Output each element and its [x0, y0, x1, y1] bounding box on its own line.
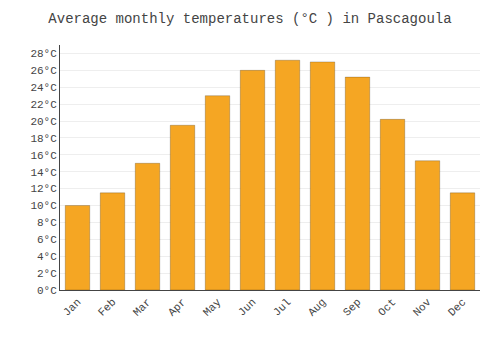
svg-text:26°C: 26°C	[30, 65, 57, 77]
svg-text:14°C: 14°C	[30, 167, 57, 179]
svg-text:Mar: Mar	[131, 296, 153, 318]
svg-text:Jan: Jan	[61, 296, 83, 318]
svg-text:28°C: 28°C	[30, 48, 57, 60]
svg-text:Oct: Oct	[376, 296, 398, 318]
svg-text:16°C: 16°C	[30, 150, 57, 162]
svg-text:2°C: 2°C	[37, 268, 57, 280]
svg-text:Apr: Apr	[166, 296, 188, 318]
svg-text:22°C: 22°C	[30, 99, 57, 111]
svg-text:Dec: Dec	[446, 296, 468, 318]
svg-text:20°C: 20°C	[30, 116, 57, 128]
svg-text:8°C: 8°C	[37, 217, 57, 229]
svg-text:May: May	[201, 296, 224, 319]
svg-text:Sep: Sep	[341, 296, 363, 318]
svg-text:18°C: 18°C	[30, 133, 57, 145]
svg-text:0°C: 0°C	[37, 285, 57, 297]
svg-text:24°C: 24°C	[30, 82, 57, 94]
svg-text:10°C: 10°C	[30, 200, 57, 212]
svg-text:12°C: 12°C	[30, 183, 57, 195]
svg-text:Jun: Jun	[236, 296, 258, 318]
svg-text:Nov: Nov	[411, 296, 434, 319]
svg-text:Feb: Feb	[96, 296, 118, 318]
svg-text:Jul: Jul	[271, 296, 293, 318]
svg-text:Aug: Aug	[306, 296, 328, 318]
svg-text:Average monthly temperatures (: Average monthly temperatures (°C ) in Pa…	[48, 11, 451, 27]
svg-text:4°C: 4°C	[37, 251, 57, 263]
svg-text:6°C: 6°C	[37, 234, 57, 246]
